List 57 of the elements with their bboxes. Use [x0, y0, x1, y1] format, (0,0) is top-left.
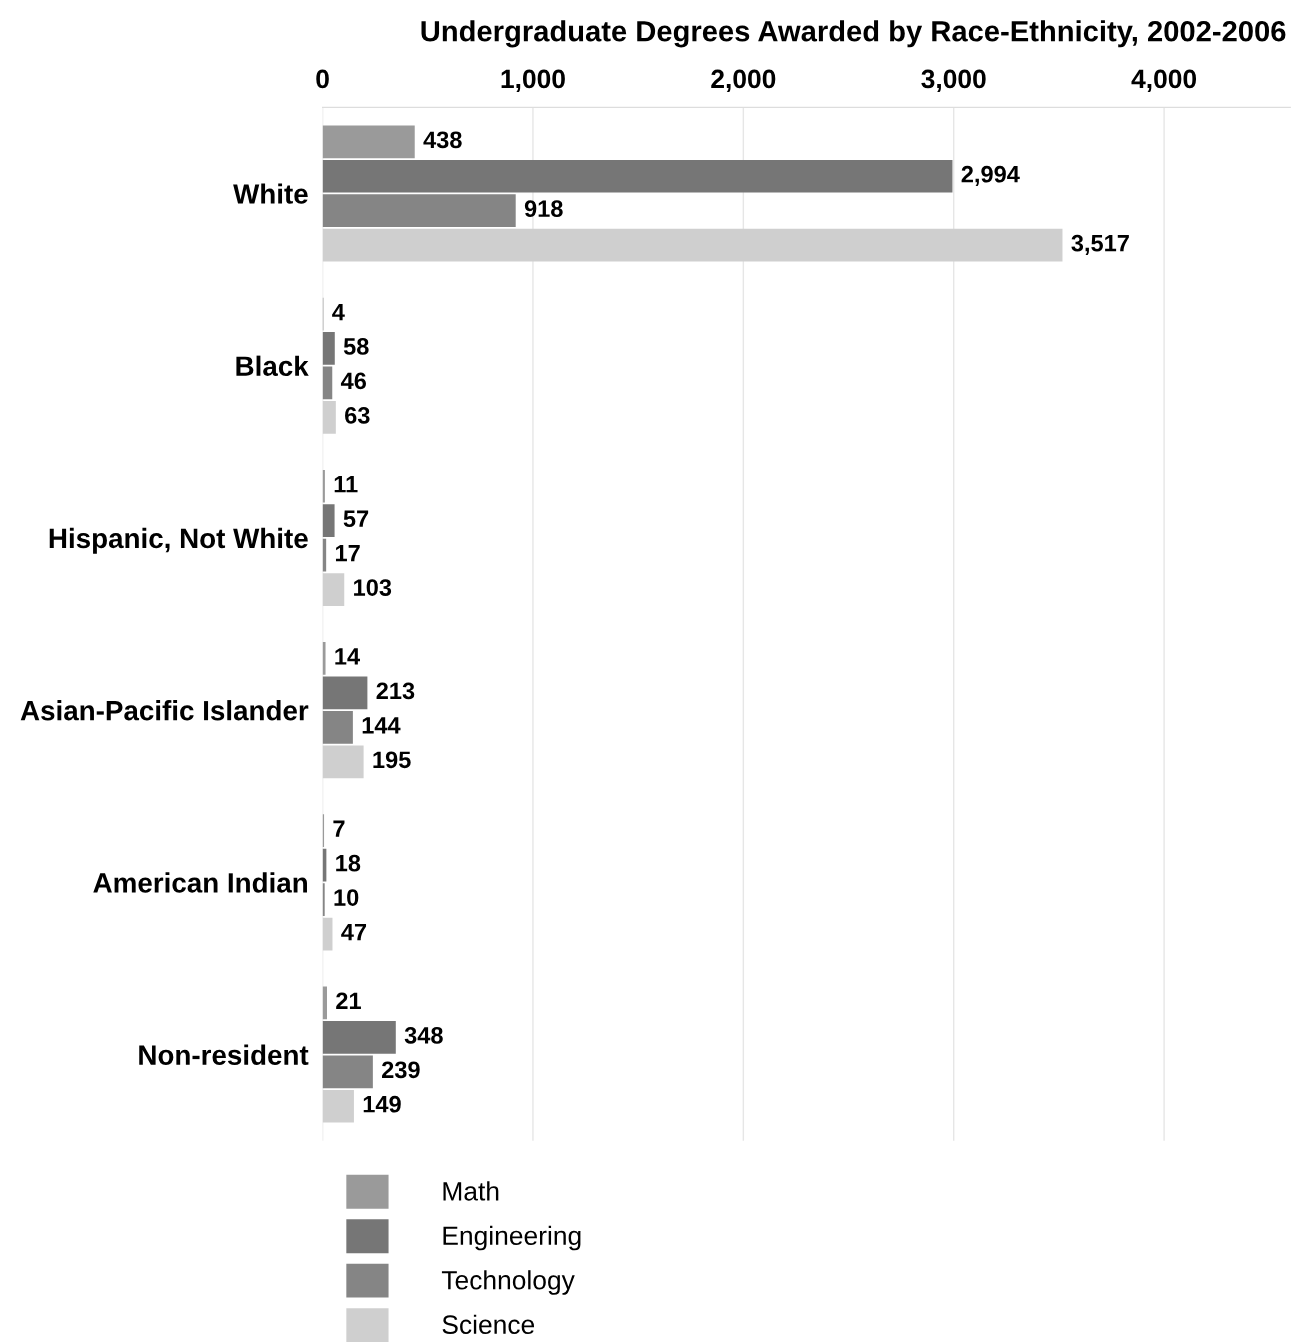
bar: [322, 125, 415, 159]
bar: [322, 366, 333, 400]
bar: [322, 1089, 354, 1123]
data-label: 348: [404, 1026, 443, 1044]
data-label: 47: [341, 923, 367, 941]
bar: [322, 332, 335, 365]
chart-title: Undergraduate Degrees Awarded by Race-Ethnicity, 2002-2006: [421, 20, 1286, 48]
bar: [322, 745, 364, 779]
data-label: 149: [363, 1095, 401, 1113]
x-tick-label: 3,000: [921, 69, 986, 93]
x-tick-label: 4,000: [1131, 69, 1197, 93]
data-label: 18: [336, 854, 361, 872]
legend-label: Science: [442, 1314, 535, 1335]
data-label: 21: [336, 992, 361, 1010]
data-label: 57: [343, 510, 369, 528]
x-tick-label: 0: [316, 69, 329, 89]
bar: [322, 642, 326, 675]
y-tick-label: Black: [236, 355, 309, 377]
data-label: 2,994: [961, 165, 1020, 187]
bar: [322, 883, 325, 916]
y-tick-label: Asian-Pacific Islander: [20, 700, 309, 721]
legend-label: Engineering: [443, 1225, 581, 1251]
data-label: 17: [335, 545, 360, 562]
data-label: 103: [354, 579, 392, 596]
legend-label: Technology: [441, 1270, 575, 1295]
data-label: 4: [332, 303, 345, 321]
x-tick-label: 1,000: [501, 69, 565, 93]
x-tick-label: 2,000: [711, 69, 776, 93]
data-label: 58: [343, 338, 369, 355]
data-label: 11: [334, 476, 358, 493]
data-label: 239: [382, 1061, 420, 1079]
legend-label: Math: [443, 1181, 499, 1201]
y-tick-label: American Indian: [93, 872, 307, 893]
bar: [322, 1055, 373, 1089]
bar: [322, 228, 1063, 262]
y-tick-label: Non-resident: [139, 1044, 309, 1065]
data-label: 7: [333, 820, 345, 837]
data-label: 63: [345, 406, 370, 424]
data-label: 14: [335, 648, 360, 665]
bar: [322, 676, 368, 710]
data-label: 46: [340, 372, 366, 390]
data-label: 10: [334, 889, 359, 906]
bar: [322, 504, 335, 538]
bar: [322, 194, 516, 228]
y-tick-label: Hispanic, Not White: [49, 527, 308, 554]
data-label: 918: [524, 200, 563, 218]
data-label: 213: [376, 682, 415, 700]
data-label: 195: [373, 751, 411, 769]
bar: [322, 573, 345, 606]
bar: [322, 711, 353, 744]
data-label: 3,517: [1071, 234, 1129, 255]
bar: [322, 1021, 396, 1054]
data-label: 438: [423, 131, 462, 149]
y-tick-label: White: [233, 183, 308, 204]
data-label: 144: [362, 717, 401, 734]
bar: [322, 159, 953, 193]
bar: [322, 401, 336, 434]
